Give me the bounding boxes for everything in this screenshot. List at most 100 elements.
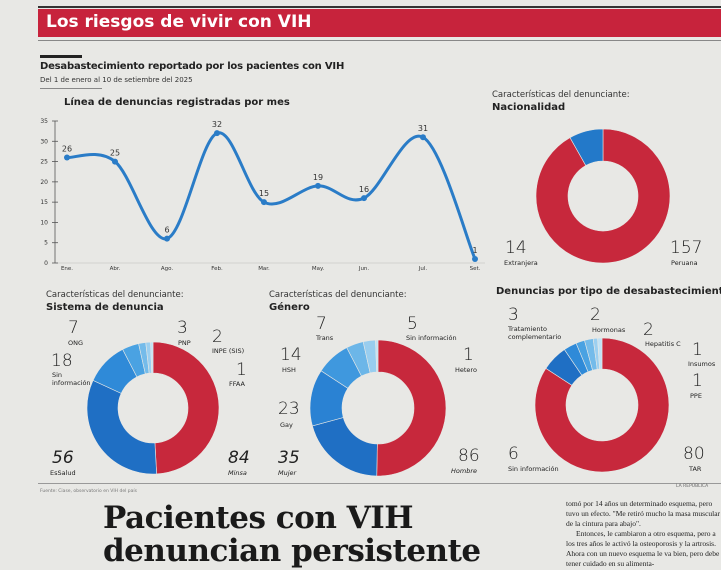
label-value-sin-info-tipo: 6 [508, 444, 519, 464]
label-peruana: Peruana [671, 259, 698, 267]
label-inpe: INPE (SIS) [212, 347, 245, 355]
label-value-hormonas: 2 [590, 305, 601, 325]
label-ffaa: FFAA [229, 380, 245, 388]
y-tick-label: 5 [44, 240, 48, 247]
donut-slice-hetero [375, 339, 379, 373]
banner-rule [38, 40, 721, 41]
label-value-hetero: 1 [463, 345, 474, 365]
data-label: 25 [110, 149, 120, 158]
y-tick-label: 0 [44, 260, 48, 267]
tipo-title: Denuncias por tipo de desabastecimiento [496, 286, 721, 297]
donut-slice-minsa [152, 341, 220, 475]
data-point [420, 134, 426, 141]
label-value-tratamiento: 3 [508, 305, 519, 325]
infographic-title: Desabastecimiento reportado por los paci… [40, 61, 345, 72]
label-hetero: Hetero [455, 366, 477, 374]
series-line [65, 131, 477, 261]
label-value-sin-info-genero: 5 [407, 314, 418, 334]
donut-slice-hombre [376, 339, 447, 477]
data-point [112, 158, 118, 165]
y-tick-label: 10 [40, 219, 48, 226]
label-value-minsa: 84 [228, 448, 250, 468]
article-paragraph: tomó por 14 años un determinado esquema,… [566, 499, 721, 528]
data-label: 26 [62, 145, 72, 154]
label-value-ong: 7 [68, 318, 79, 338]
label-value-insumos: 1 [692, 340, 703, 360]
label-value-ffaa: 1 [236, 360, 247, 380]
data-point [261, 199, 267, 206]
nacionalidad-title: Nacionalidad [492, 102, 566, 113]
data-point [315, 182, 321, 189]
label-insumos: Insumos [688, 360, 716, 368]
label-value-gay: 23 [278, 399, 300, 419]
x-tick-label: Jul. [418, 266, 428, 272]
line-chart-title: Línea de denuncias registradas por mes [64, 97, 290, 108]
label-value-essalud: 56 [52, 448, 74, 468]
label-value-extranjera: 14 [505, 238, 527, 258]
data-point [214, 130, 220, 137]
genero-prefix: Características del denunciante: [269, 290, 407, 300]
headline-line-2: denuncian persistente [103, 533, 481, 569]
article-headline: Pacientes con VIH denuncian persistente [103, 502, 481, 568]
label-value-tar: 80 [683, 444, 705, 464]
credit: LA REPÚBLICA [676, 484, 709, 489]
label-minsa: Minsa [228, 469, 247, 477]
label-pnp: PNP [178, 339, 191, 347]
x-tick-label: Jun. [358, 266, 370, 272]
label-value-hombre: 86 [458, 446, 480, 466]
donut-slice-tar [534, 337, 670, 473]
label-gay: Gay [280, 421, 293, 429]
genero-title: Género [269, 302, 310, 313]
sistema-title: Sistema de denuncia [46, 302, 164, 313]
donut-slice-extranjera [569, 128, 604, 166]
top-rule [38, 6, 721, 8]
y-tick-label: 25 [40, 159, 48, 166]
label-value-hepatitis: 2 [643, 320, 654, 340]
label-sin-info: Sin información [52, 371, 91, 387]
data-label: 1 [472, 246, 477, 255]
label-sin-info-genero: Sin información [406, 334, 457, 342]
data-point [361, 195, 367, 202]
data-point [472, 255, 478, 262]
label-essalud: EsSalud [50, 469, 76, 477]
x-tick-label: Mar. [258, 266, 270, 272]
article-column: tomó por 14 años un determinado esquema,… [566, 499, 721, 569]
article-paragraph: Entonces, le cambiaron a otro esquema, p… [566, 529, 720, 568]
data-point [164, 235, 170, 242]
label-tratamiento: Tratamiento complementario [508, 325, 562, 341]
headline-line-1: Pacientes con VIH [103, 500, 413, 536]
x-tick-label: Ago. [161, 266, 174, 272]
donut-slice-ffaa [150, 341, 154, 374]
label-value-ppe: 1 [692, 371, 703, 391]
label-extranjera: Extranjera [504, 259, 538, 267]
x-tick-label: Abr. [110, 266, 121, 272]
title-accent-bar [40, 55, 82, 58]
y-tick-label: 15 [40, 199, 48, 206]
label-value-trans: 7 [316, 314, 327, 334]
label-mujer: Mujer [278, 469, 297, 477]
y-tick-label: 35 [40, 118, 48, 125]
subtitle-rule [40, 88, 102, 89]
y-tick-label: 30 [40, 138, 48, 145]
x-tick-label: Ene. [61, 266, 73, 272]
data-label: 31 [418, 124, 428, 133]
nacionalidad-prefix: Características del denunciante: [492, 90, 630, 100]
infographic-subtitle: Del 1 de enero al 10 de setiembre del 20… [40, 76, 193, 84]
label-value-sin-info: 18 [51, 351, 73, 371]
banner-title: Los riesgos de vivir con VIH [46, 12, 312, 32]
donut-slice-ppe [597, 337, 603, 370]
data-label: 32 [212, 120, 222, 129]
data-label: 16 [359, 185, 369, 194]
label-sin-info-tipo: Sin información [508, 465, 559, 473]
data-label: 19 [313, 173, 323, 182]
data-label: 6 [164, 226, 169, 235]
label-hormonas: Hormonas [592, 326, 626, 334]
label-value-hsh: 14 [280, 345, 302, 365]
label-ppe: PPE [690, 392, 702, 400]
donut-slice-peruana [535, 128, 671, 264]
sistema-prefix: Características del denunciante: [46, 290, 184, 300]
label-hombre: Hombre [451, 467, 477, 475]
label-tar: TAR [689, 465, 702, 473]
label-trans: Trans [316, 334, 334, 342]
